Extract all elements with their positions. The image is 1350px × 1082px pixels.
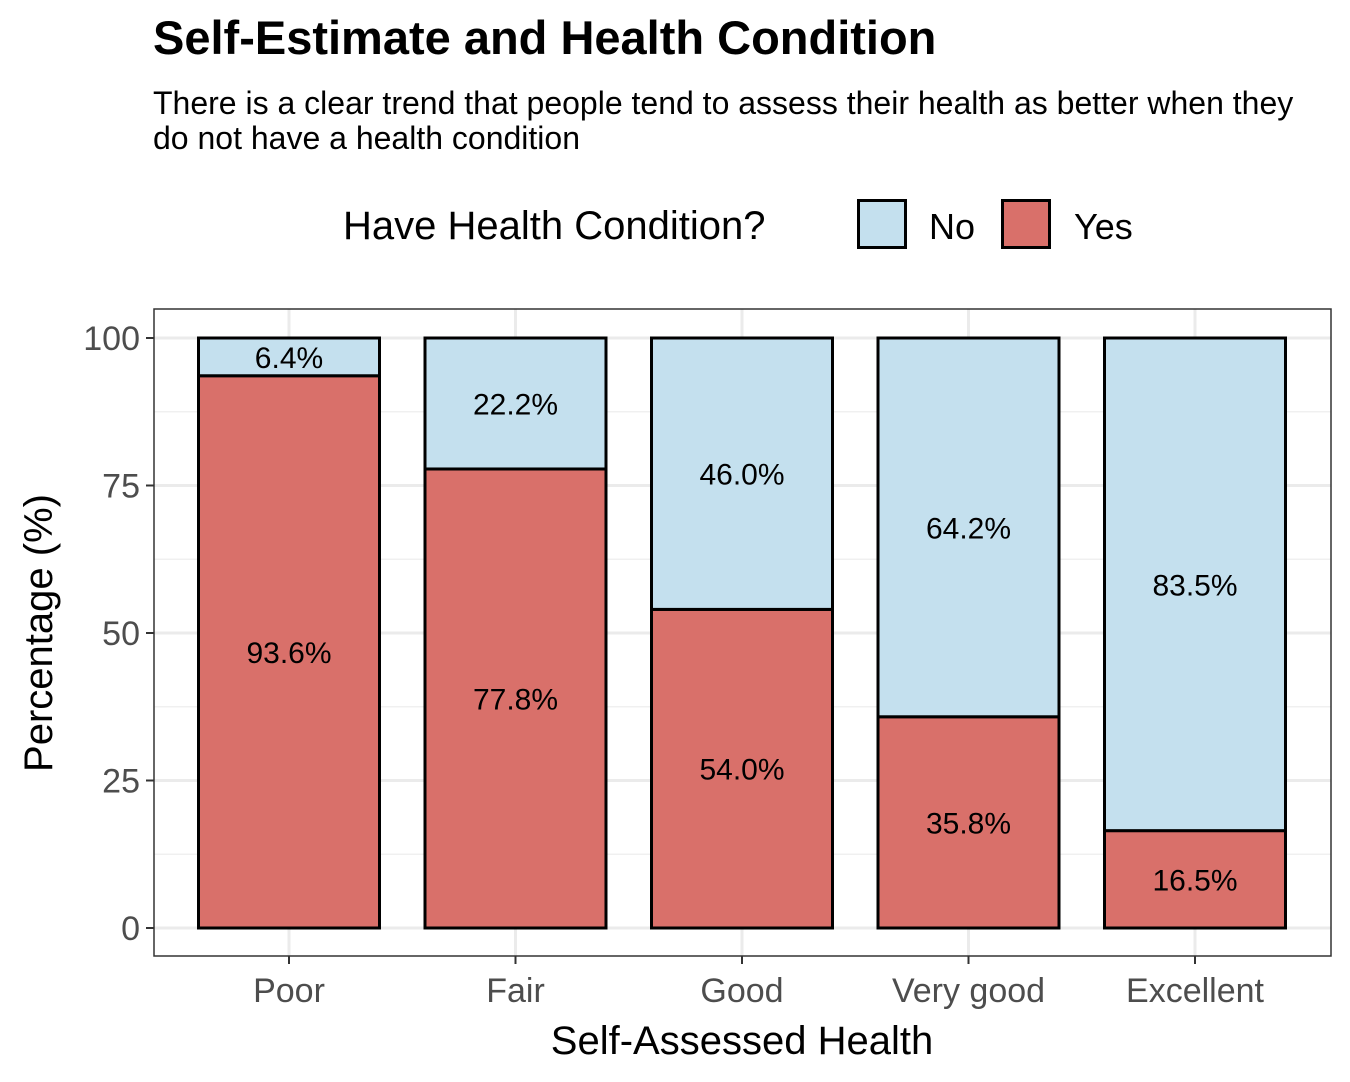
y-axis-title: Percentage (%): [17, 494, 61, 772]
bar-no: [1103, 336, 1287, 833]
x-axis: Poor Fair Good Very good Excellent: [253, 956, 1265, 1010]
bar-label-no: 22.2%: [473, 388, 558, 421]
x-tick-label: Very good: [892, 972, 1045, 1010]
bar-label-yes: 35.8%: [926, 807, 1011, 840]
chart-title: Self-Estimate and Health Condition: [153, 11, 937, 64]
legend-label-no: No: [929, 206, 976, 247]
bar-label-yes: 93.6%: [246, 637, 331, 670]
bar-yes: [197, 374, 381, 930]
bar-label-yes: 16.5%: [1152, 864, 1237, 897]
bar-label-no: 6.4%: [255, 342, 323, 375]
bar-label-yes: 77.8%: [473, 683, 558, 716]
legend-label-yes: Yes: [1074, 206, 1133, 247]
legend: Have Health Condition? No Yes: [0, 196, 1350, 256]
legend-title: Have Health Condition?: [343, 204, 766, 248]
x-tick-label: Good: [700, 972, 783, 1010]
y-tick-label: 100: [83, 320, 140, 358]
bar-labels: 93.6% 6.4% 77.8% 22.2% 54.0% 46.0% 35.8% 64.2% 1…: [246, 342, 1237, 897]
y-tick-label: 0: [121, 910, 140, 948]
bar-label-no: 64.2%: [926, 512, 1011, 545]
x-axis-title: Self-Assessed Health: [551, 1019, 933, 1063]
bar-yes: [876, 715, 1061, 930]
y-tick-label: 75: [102, 468, 140, 506]
bar-label-yes: 54.0%: [699, 754, 784, 787]
bar-no: [423, 336, 608, 471]
x-tick-label: Poor: [253, 972, 325, 1010]
y-tick-label: 25: [102, 763, 140, 801]
legend-key-yes: [1001, 199, 1051, 249]
y-axis: 0 25 50 75 100: [83, 320, 154, 948]
legend-key-no: [857, 199, 907, 249]
bar-label-no: 46.0%: [699, 459, 784, 492]
bar-label-no: 83.5%: [1152, 569, 1237, 602]
bar-yes: [1103, 829, 1287, 930]
bar-yes: [423, 467, 608, 930]
chart-subtitle: There is a clear trend that people tend …: [153, 85, 1294, 156]
x-tick-label: Excellent: [1126, 972, 1265, 1010]
x-tick-label: Fair: [486, 972, 545, 1010]
bar-yes: [650, 607, 834, 930]
bar-no: [650, 336, 834, 611]
bars: [197, 336, 1287, 930]
bar-no: [876, 336, 1061, 719]
bar-no: [197, 336, 381, 378]
y-tick-label: 50: [102, 615, 140, 653]
